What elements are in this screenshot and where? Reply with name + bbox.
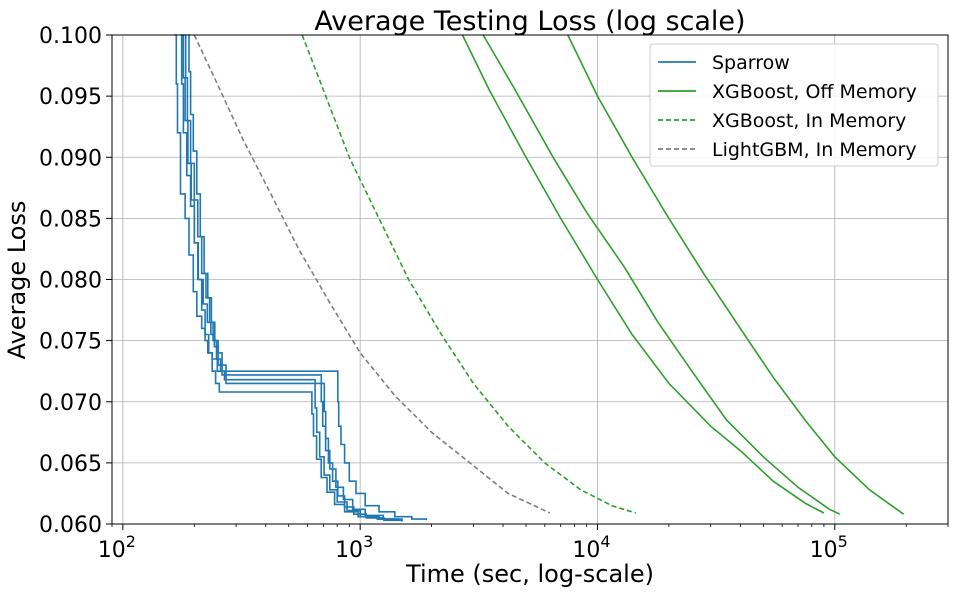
x-tick-base: 10 [335, 538, 363, 563]
series-line [301, 34, 637, 514]
legend-items: Sparrow XGBoost, Off Memory XGBoost, In Me… [658, 52, 917, 161]
series-line [193, 34, 551, 514]
series-line [482, 34, 841, 515]
legend-label: Sparrow [712, 52, 790, 74]
x-tick-label: 103 [335, 532, 373, 563]
legend-label: XGBoost, Off Memory [712, 81, 917, 103]
series-line [184, 34, 400, 521]
y-axis-ticks: 0.060 0.065 0.070 0.075 0.080 0.085 0.090 0.095… [39, 24, 112, 538]
y-tick-label: 0.070 [39, 391, 102, 416]
chart-title: Average Testing Loss (log scale) [314, 6, 745, 37]
x-tick-base: 10 [572, 538, 600, 563]
series-line [180, 34, 403, 521]
x-tick-label: 104 [572, 532, 610, 563]
x-tick-exponent: 2 [126, 532, 136, 551]
legend-label: XGBoost, In Memory [712, 110, 906, 132]
y-tick-label: 0.075 [39, 330, 102, 355]
y-tick-label: 0.100 [39, 24, 102, 49]
y-tick-label: 0.080 [39, 269, 102, 294]
legend: Sparrow XGBoost, Off Memory XGBoost, In Me… [649, 43, 939, 167]
x-tick-base: 10 [98, 538, 126, 563]
legend-box [649, 43, 939, 167]
x-tick-label: 105 [810, 532, 848, 563]
series-line [567, 34, 905, 515]
series-line [182, 34, 396, 521]
y-tick-label: 0.060 [39, 513, 102, 538]
y-tick-label: 0.085 [39, 207, 102, 232]
y-tick-label: 0.095 [39, 85, 102, 110]
x-tick-exponent: 4 [600, 532, 610, 551]
series-layer [174, 34, 905, 522]
legend-label: LightGBM, In Memory [712, 139, 917, 161]
x-tick-exponent: 5 [838, 532, 848, 551]
x-axis-label: Time (sec, log-scale) [405, 560, 654, 588]
y-tick-label: 0.065 [39, 452, 102, 477]
series-line [461, 34, 825, 514]
x-tick-label: 102 [98, 532, 136, 563]
series-line [187, 34, 403, 522]
y-axis-label: Average Loss [3, 201, 31, 360]
x-tick-exponent: 3 [363, 532, 373, 551]
x-tick-base: 10 [810, 538, 838, 563]
y-tick-label: 0.090 [39, 146, 102, 171]
series-line [174, 34, 428, 521]
x-axis-ticks: 102 103 104 105 [98, 524, 949, 563]
